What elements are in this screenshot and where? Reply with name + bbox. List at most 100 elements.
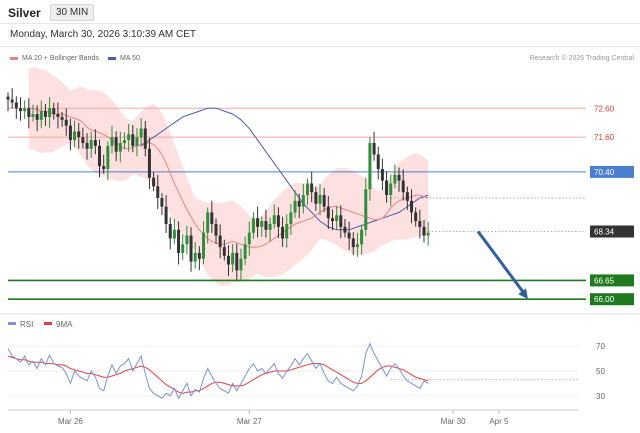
candle <box>89 131 93 158</box>
level-label-66-65: 66.65 <box>594 276 615 285</box>
candle-body <box>18 108 22 112</box>
level-tag-66-00 <box>590 293 634 306</box>
candle-body <box>177 229 181 253</box>
candle-body <box>152 177 156 187</box>
candle-body <box>264 221 268 230</box>
candle <box>272 204 276 229</box>
candle <box>77 122 81 149</box>
candle <box>106 141 110 181</box>
candle <box>214 218 218 244</box>
candle <box>393 164 397 189</box>
candle-body <box>48 108 52 117</box>
candle-body <box>68 125 72 141</box>
candle-body <box>147 148 151 178</box>
legend-ma50: MA 50 <box>108 55 140 62</box>
x-tick-label: Mar 26 <box>58 417 83 426</box>
candle-body <box>110 137 114 146</box>
candle <box>193 242 197 269</box>
candle <box>426 221 430 246</box>
candle <box>326 196 330 230</box>
candle <box>160 193 164 216</box>
candle <box>355 232 359 257</box>
candle-body <box>81 137 85 143</box>
candle-body <box>243 244 247 259</box>
candle <box>306 178 310 206</box>
candle <box>156 174 160 210</box>
level-label-70-40: 70.40 <box>594 168 615 177</box>
level-label-71-60: 71.60 <box>594 133 615 142</box>
candle-body <box>347 232 351 239</box>
timeframe-button[interactable]: 30 MIN <box>50 4 95 21</box>
candle <box>347 221 351 250</box>
candle <box>310 171 314 203</box>
candle <box>6 92 10 112</box>
candle <box>122 132 126 150</box>
candle <box>385 171 389 203</box>
candle <box>93 129 97 155</box>
legend-ma50-swatch <box>108 57 116 60</box>
candle-body <box>10 99 14 103</box>
candle-body <box>135 137 139 146</box>
candle-body <box>235 252 239 271</box>
legend-ma20-label: MA 20 + Bollinger Bands <box>22 55 99 62</box>
candle-body <box>281 226 285 239</box>
candle <box>380 158 384 191</box>
candle-body <box>218 235 222 248</box>
candle-body <box>351 238 355 248</box>
candle <box>168 217 172 250</box>
candle <box>139 118 143 147</box>
candle-body <box>27 108 31 117</box>
candle <box>164 195 168 234</box>
candle <box>35 105 39 132</box>
candle <box>318 183 322 216</box>
candle-body <box>397 174 401 181</box>
candle-body <box>118 142 122 152</box>
candle-body <box>355 244 359 248</box>
candle <box>239 248 243 281</box>
candle-body <box>222 247 226 256</box>
candle <box>143 121 147 157</box>
candle-body <box>77 131 81 138</box>
level-label-66-00: 66.00 <box>594 295 615 304</box>
candle <box>81 127 85 149</box>
candle <box>264 209 268 238</box>
candle <box>172 218 176 244</box>
candle-body <box>39 111 43 120</box>
candle-body <box>139 128 143 138</box>
candle <box>410 189 414 224</box>
candle-body <box>289 212 293 224</box>
candle <box>127 124 131 152</box>
candle-body <box>202 232 206 259</box>
candle <box>256 206 260 238</box>
level-label-72-60: 72.60 <box>594 104 615 113</box>
candle <box>314 186 318 211</box>
candle-body <box>405 192 409 201</box>
candle <box>343 218 347 238</box>
candle-body <box>23 108 27 112</box>
forecast-arrow-head <box>518 288 528 300</box>
candle <box>243 236 247 265</box>
candle <box>39 100 43 129</box>
candle-body <box>326 206 330 219</box>
x-tick-label: Mar 30 <box>441 417 466 426</box>
candle <box>152 171 156 192</box>
rsi-legend-label-rsi: RSI <box>20 320 33 329</box>
bollinger-band-area <box>28 67 429 287</box>
candle-body <box>60 116 64 120</box>
candle <box>247 221 251 256</box>
rsi-ma-line <box>7 355 429 394</box>
candle-body <box>127 134 131 141</box>
candle-body <box>376 154 380 170</box>
candle-body <box>256 218 260 227</box>
candle-body <box>401 180 405 193</box>
candle-body <box>226 255 230 265</box>
candle <box>364 177 368 237</box>
candle <box>43 103 47 126</box>
candle <box>102 154 106 174</box>
candle-body <box>330 218 334 222</box>
candle-body <box>73 131 77 141</box>
candle-body <box>181 244 185 253</box>
datetime-label: Monday, March 30, 2026 3:10:39 AM CET <box>10 29 197 40</box>
candle-body <box>335 215 339 222</box>
header: Silver 30 MIN <box>0 0 640 24</box>
